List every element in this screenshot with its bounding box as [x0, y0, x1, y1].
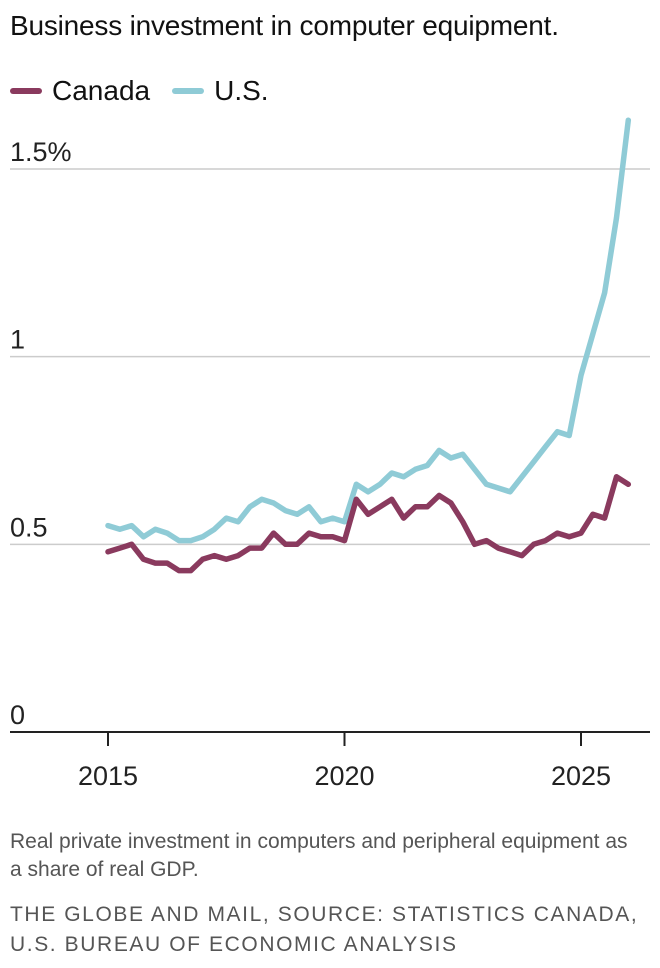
series-line-us: [105, 117, 632, 544]
x-tick-label: 2015: [78, 761, 138, 791]
y-tick-label: 1.5%: [10, 137, 72, 167]
x-tick-label: 2025: [551, 761, 611, 791]
y-tick-label: 0: [10, 700, 25, 730]
series-line-canada: [105, 474, 632, 574]
legend-swatch-canada: [10, 88, 42, 94]
legend-label-us: U.S.: [214, 75, 269, 106]
legend-label-canada: Canada: [52, 75, 151, 106]
x-ticks: 2015 2020 2025: [78, 732, 611, 791]
y-tick-labels: 0 0.5 1 1.5%: [10, 137, 72, 730]
y-tick-label: 0.5: [10, 512, 48, 542]
legend: Canada U.S.: [10, 74, 291, 108]
chart-title: Business investment in computer equipmen…: [10, 10, 559, 41]
legend-item-canada: Canada: [10, 75, 150, 107]
series-lines: [105, 117, 632, 574]
legend-swatch-us: [172, 88, 205, 94]
x-tick-label: 2020: [314, 761, 374, 791]
chart-note: Real private investment in computers and…: [10, 830, 628, 881]
y-tick-label: 1: [10, 325, 25, 355]
line-chart: 0 0.5 1 1.5% 2015 2020 2025: [10, 117, 650, 791]
gridlines: [10, 168, 650, 546]
chart-source: THE GLOBE AND MAIL, SOURCE: STATISTICS C…: [10, 903, 639, 956]
legend-item-us: U.S.: [172, 75, 269, 107]
